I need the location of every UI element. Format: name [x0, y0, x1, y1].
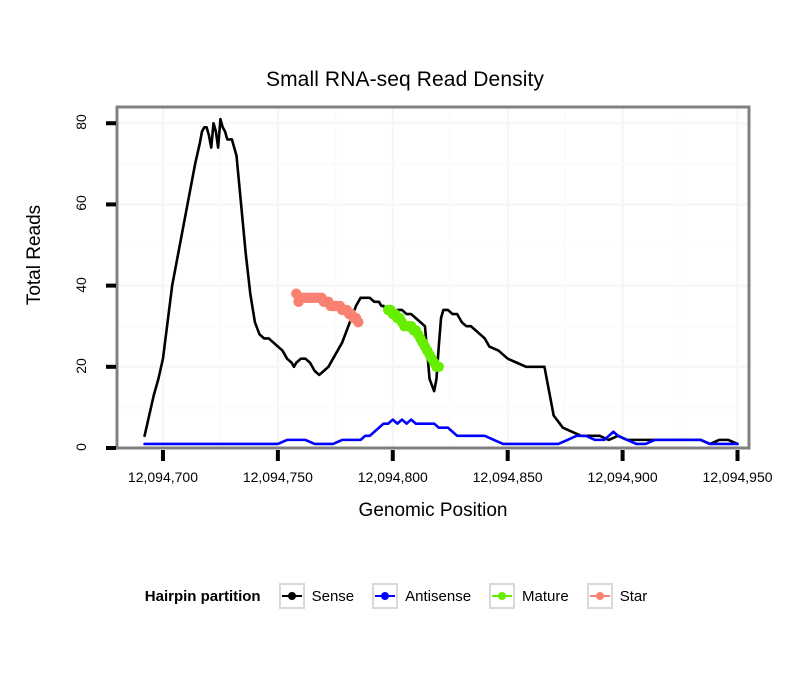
series-sense: [143, 117, 739, 446]
series-star: [291, 288, 364, 328]
x-tick-label: 12,094,950: [702, 469, 773, 485]
legend-items: Sense Antisense Mature Star: [278, 583, 666, 609]
legend-title: Hairpin partition: [144, 587, 261, 605]
data-point-star: [353, 316, 364, 328]
legend-key-mature: [489, 583, 516, 609]
legend-dot-glyph: [287, 592, 296, 600]
x-axis-label: Genomic Position: [358, 500, 508, 521]
x-tick-label: 12,094,900: [587, 469, 658, 485]
series-antisense: [143, 418, 739, 446]
legend-label: Star: [619, 587, 648, 605]
chart-title: Small RNA-seq Read Density: [265, 68, 545, 91]
axis-ticks: [106, 121, 740, 461]
legend-label: Antisense: [405, 587, 472, 605]
legend-key-inner: [491, 585, 514, 607]
legend-key-sense: [278, 583, 305, 609]
legend-dot-glyph: [498, 592, 507, 600]
x-tick-label: 12,094,800: [357, 469, 428, 485]
series-line-sense: [143, 117, 739, 446]
legend-key-inner: [588, 585, 611, 607]
x-tick-label: 12,094,850: [472, 469, 543, 485]
x-tick-label: 12,094,750: [242, 469, 313, 485]
panel-border: [115, 105, 751, 450]
legend-dot-glyph: [381, 592, 390, 600]
legend-key-antisense: [372, 583, 399, 609]
legend-key-inner: [374, 585, 397, 607]
legend-key-inner: [280, 585, 303, 607]
x-tick-label: 12,094,700: [127, 469, 198, 485]
series-mature: [382, 304, 444, 373]
data-point-mature: [433, 361, 444, 373]
chart-legend: Hairpin partition Sense Antisense Mature St…: [0, 583, 810, 609]
legend-item-antisense[interactable]: Antisense: [372, 583, 479, 609]
legend-key-star: [586, 583, 613, 609]
panel-background: [117, 107, 749, 448]
legend-label: Sense: [311, 587, 355, 605]
legend-label: Mature: [522, 587, 569, 605]
legend-dot-glyph: [595, 592, 604, 600]
legend-item-mature[interactable]: Mature: [489, 583, 577, 609]
legend-item-star[interactable]: Star: [586, 583, 656, 609]
legend-item-sense[interactable]: Sense: [278, 583, 363, 609]
series-line-antisense: [143, 418, 739, 446]
